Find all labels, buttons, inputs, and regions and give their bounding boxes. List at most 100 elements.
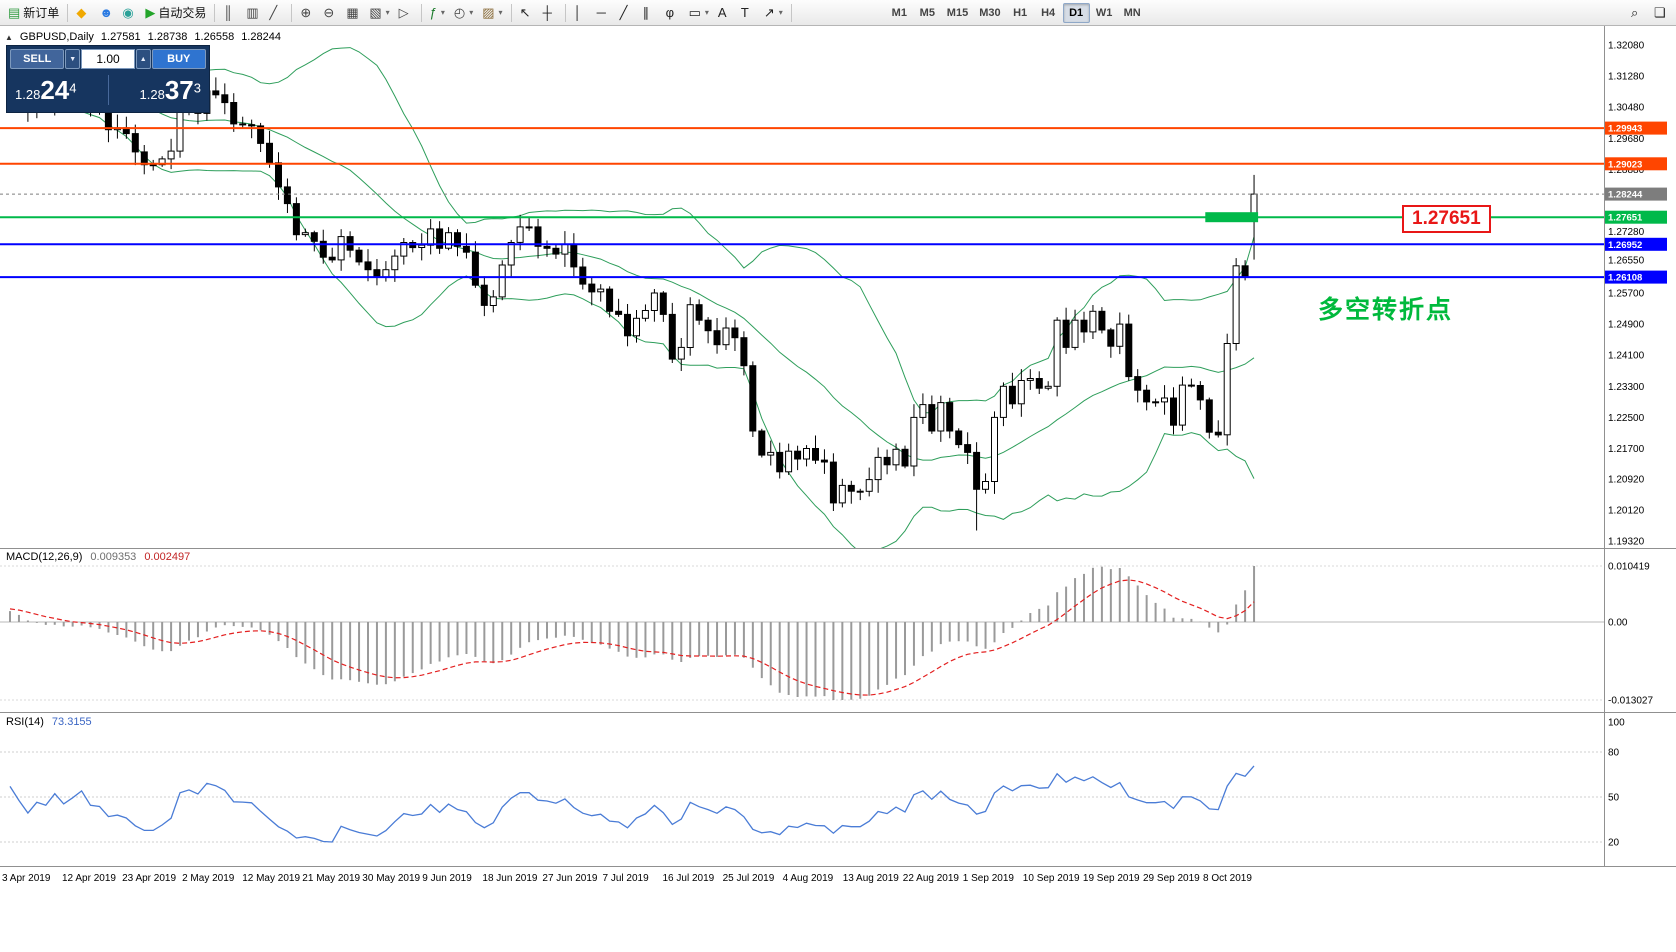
crosshair-icon: ┼: [542, 5, 552, 20]
fibonacci-button[interactable]: φ: [662, 2, 684, 24]
date-tick-label: 23 Apr 2019: [122, 873, 176, 884]
candle: [1017, 380, 1025, 405]
toolbar-separator: [214, 3, 216, 22]
horizontal-line-button[interactable]: ─: [593, 2, 615, 24]
auto-arrange-button[interactable]: ▧ ▾: [365, 2, 393, 24]
candle: [641, 310, 649, 319]
community-button[interactable]: ◉: [118, 2, 140, 24]
one-click-toggle[interactable]: ▲: [5, 32, 13, 42]
date-tick-label: 12 May 2019: [242, 873, 300, 884]
candle: [1232, 265, 1240, 344]
candle: [999, 385, 1007, 418]
candle: [498, 264, 506, 298]
text-button[interactable]: A: [714, 2, 736, 24]
buy-price[interactable]: 1.28373: [139, 74, 201, 105]
candle: [319, 240, 327, 258]
highlight-zone[interactable]: [1205, 212, 1259, 223]
lot-decrease-button[interactable]: ▼: [65, 49, 80, 69]
market-button[interactable]: ◆: [72, 2, 94, 24]
date-tick-label: 21 May 2019: [302, 873, 360, 884]
macd-tick-label: 0.00: [1608, 618, 1628, 629]
chart-shift-button[interactable]: ▷: [395, 2, 417, 24]
zoom-in-button[interactable]: ⊕: [296, 2, 318, 24]
lot-increase-button[interactable]: ▲: [136, 49, 151, 69]
arrows-button[interactable]: ↗ ▾: [760, 2, 787, 24]
equidistant-channel-button[interactable]: ∥: [639, 2, 661, 24]
price-axis-flag-label: 1.28244: [1608, 190, 1643, 201]
dropdown-caret-icon: ▾: [704, 8, 709, 17]
shapes-button[interactable]: ▭ ▾: [685, 2, 713, 24]
bollinger-bands-layer: [9, 47, 1255, 548]
timeframe-button-d1[interactable]: D1: [1062, 2, 1090, 23]
candle: [489, 296, 497, 306]
sell-price[interactable]: 1.28244: [15, 74, 77, 105]
level-price-callout[interactable]: 1.27651: [1402, 205, 1491, 233]
timeframe-button-h4[interactable]: H4: [1035, 3, 1062, 23]
candle: [301, 232, 309, 236]
candle: [471, 251, 479, 286]
toolbar-separator: [67, 3, 69, 22]
candle: [445, 232, 452, 249]
timeframe-button-w1[interactable]: W1: [1091, 3, 1118, 23]
zoom-out-button[interactable]: ⊖: [319, 2, 341, 24]
candle: [955, 430, 963, 446]
candle: [767, 451, 775, 456]
lot-size-input[interactable]: [81, 49, 135, 69]
candle: [829, 461, 837, 504]
crosshair-button[interactable]: ┼: [539, 2, 561, 24]
new-order-button[interactable]: ▤ 新订单: [4, 2, 63, 24]
buy-button[interactable]: BUY: [151, 49, 206, 69]
candle: [239, 123, 247, 126]
candle: [1125, 323, 1133, 378]
timeframe-button-m5[interactable]: M5: [914, 3, 941, 23]
date-tick-label: 27 Jun 2019: [542, 873, 597, 884]
macd-tick-label: -0.013027: [1608, 696, 1653, 707]
bollinger-upper-band: [9, 47, 1255, 414]
candle: [1196, 385, 1204, 401]
candles-layer: [6, 70, 1258, 531]
price-chart[interactable]: 0.0104190.00-0.0130271008050201.320801.3…: [0, 26, 1676, 952]
search-button[interactable]: ⌕: [1627, 2, 1649, 24]
date-tick-label: 12 Apr 2019: [62, 873, 116, 884]
candle: [785, 450, 793, 473]
text-icon: A: [717, 5, 727, 20]
text-label-icon: T: [740, 5, 749, 20]
tile-windows-button[interactable]: ▦: [342, 2, 364, 24]
vertical-line-button[interactable]: │: [570, 2, 592, 24]
timeframe-button-m30[interactable]: M30: [974, 3, 1005, 23]
line-chart-button[interactable]: ╱: [265, 2, 287, 24]
timeframe-button-h1[interactable]: H1: [1007, 3, 1034, 23]
window-list-button[interactable]: ❏: [1650, 2, 1672, 24]
candle: [722, 327, 730, 346]
support-lower-flag: [1605, 270, 1667, 284]
candle: [946, 402, 954, 432]
date-tick-label: 1 Sep 2019: [963, 873, 1015, 884]
timeframe-button-mn[interactable]: MN: [1119, 3, 1146, 23]
text-label-button[interactable]: T: [737, 2, 759, 24]
rsi-title: RSI(14): [6, 716, 44, 728]
candle: [856, 490, 864, 493]
candlestick-button[interactable]: ▥: [242, 2, 264, 24]
price-tick-label: 1.24900: [1608, 320, 1645, 331]
periods-button[interactable]: ◴ ▾: [450, 2, 477, 24]
timeframe-button-m1[interactable]: M1: [886, 3, 913, 23]
candle: [436, 228, 444, 249]
toolbar-separator: [564, 3, 566, 22]
macd-signal-line: [9, 579, 1255, 696]
market-icon: ◆: [76, 5, 87, 20]
bar-chart-button[interactable]: ║: [219, 2, 241, 24]
price-axis-flag-label: 1.29943: [1608, 124, 1642, 135]
candle: [1116, 323, 1124, 347]
indicators-button[interactable]: ƒ ▾: [426, 2, 449, 24]
candle: [838, 484, 846, 504]
cursor-button[interactable]: ↖: [516, 2, 538, 24]
ohlc-open: 1.27581: [100, 31, 141, 43]
profile-button[interactable]: ☻: [95, 2, 117, 24]
candle: [713, 330, 721, 346]
sell-button[interactable]: SELL: [10, 49, 65, 69]
candle: [991, 416, 998, 482]
timeframe-button-m15[interactable]: M15: [942, 3, 973, 23]
autotrade-button[interactable]: ▶ 自动交易: [141, 2, 210, 24]
trendline-button[interactable]: ╱: [616, 2, 638, 24]
templates-button[interactable]: ▨ ▾: [478, 2, 506, 24]
